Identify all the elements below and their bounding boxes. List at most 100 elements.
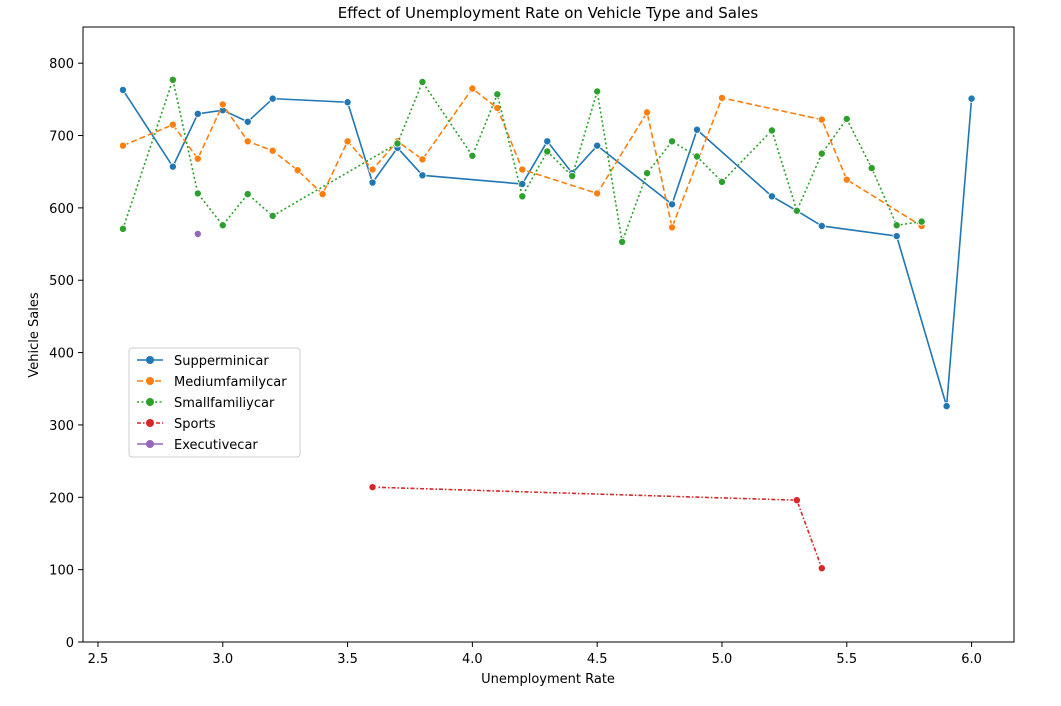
data-point xyxy=(168,162,177,171)
legend-box xyxy=(128,347,301,458)
y-tick-label: 300 xyxy=(49,419,74,434)
data-point xyxy=(368,178,377,187)
data-point xyxy=(418,155,427,164)
data-point xyxy=(792,206,801,215)
data-point xyxy=(393,139,402,148)
data-point xyxy=(193,229,202,238)
data-point xyxy=(118,224,127,233)
data-point xyxy=(967,94,976,103)
legend-label: Mediumfamilycar xyxy=(174,375,287,390)
chart-title: Effect of Unemployment Rate on Vehicle T… xyxy=(338,4,759,22)
legend-marker xyxy=(146,356,154,364)
series-layer xyxy=(118,75,976,573)
data-point xyxy=(343,98,352,107)
data-point xyxy=(418,77,427,86)
data-point xyxy=(892,221,901,230)
legend-marker xyxy=(146,398,154,406)
x-tick-label: 5.0 xyxy=(712,652,733,667)
data-point xyxy=(668,200,677,209)
data-point xyxy=(343,137,352,146)
data-point xyxy=(817,149,826,158)
data-point xyxy=(268,211,277,220)
x-axis: 2.5 3.0 3.5 4.0 4.5 5.0 5.5 6.0 xyxy=(88,642,982,667)
plot-area xyxy=(82,26,1015,643)
data-point xyxy=(568,172,577,181)
series-line xyxy=(122,87,923,231)
data-point xyxy=(593,141,602,150)
y-tick-label: 400 xyxy=(49,347,74,362)
y-tick-label: 800 xyxy=(49,57,74,72)
y-axis-label: Vehicle Sales xyxy=(27,292,42,377)
legend-marker xyxy=(146,377,154,385)
data-point xyxy=(518,165,527,174)
data-point xyxy=(318,190,327,199)
data-point xyxy=(717,93,726,102)
data-point xyxy=(767,192,776,201)
x-tick-label: 4.0 xyxy=(462,652,483,667)
data-point xyxy=(693,125,702,134)
data-point xyxy=(842,114,851,123)
series-executivecar xyxy=(193,229,202,238)
data-point xyxy=(668,137,677,146)
legend-label: Sports xyxy=(174,417,216,432)
y-tick-label: 700 xyxy=(49,130,74,145)
data-point xyxy=(268,146,277,155)
data-point xyxy=(243,137,252,146)
data-point xyxy=(468,84,477,93)
x-axis-label: Unemployment Rate xyxy=(481,672,615,687)
data-point xyxy=(243,190,252,199)
data-point xyxy=(817,564,826,573)
x-tick-label: 4.5 xyxy=(587,652,608,667)
data-point xyxy=(668,223,677,232)
data-point xyxy=(643,108,652,117)
data-point xyxy=(168,75,177,84)
y-tick-label: 100 xyxy=(49,564,74,579)
x-tick-label: 3.5 xyxy=(337,652,358,667)
data-point xyxy=(368,165,377,174)
data-point xyxy=(942,402,951,411)
data-point xyxy=(193,189,202,198)
data-point xyxy=(118,141,127,150)
data-point xyxy=(842,175,851,184)
data-point xyxy=(543,147,552,156)
y-axis: 0 100 200 300 400 500 600 700 800 xyxy=(49,57,83,651)
data-point xyxy=(268,94,277,103)
data-point xyxy=(543,137,552,146)
data-point xyxy=(493,104,502,113)
data-point xyxy=(243,117,252,126)
legend-item: Smallfamiliycar xyxy=(137,396,275,411)
legend-marker xyxy=(146,440,154,448)
x-tick-label: 5.5 xyxy=(836,652,857,667)
y-tick-label: 600 xyxy=(49,202,74,217)
legend-label: Supperminicar xyxy=(174,354,269,369)
x-tick-label: 3.0 xyxy=(212,652,233,667)
legend: Supperminicar Mediumfamilycar Smallfamiliy… xyxy=(128,347,301,458)
series-smallfamiliycar xyxy=(118,75,926,246)
y-tick-label: 500 xyxy=(49,274,74,289)
data-point xyxy=(493,90,502,99)
data-point xyxy=(693,152,702,161)
data-point xyxy=(118,85,127,94)
data-point xyxy=(293,166,302,175)
legend-item: Mediumfamilycar xyxy=(137,375,287,390)
legend-marker xyxy=(146,419,154,427)
data-point xyxy=(917,217,926,226)
data-point xyxy=(518,192,527,201)
legend-label: Smallfamiliycar xyxy=(174,396,275,411)
data-point xyxy=(218,221,227,230)
data-point xyxy=(817,115,826,124)
data-point xyxy=(767,126,776,135)
data-point xyxy=(168,120,177,129)
x-tick-label: 2.5 xyxy=(88,652,109,667)
series-line xyxy=(122,76,922,246)
x-tick-label: 6.0 xyxy=(961,652,982,667)
data-point xyxy=(867,164,876,173)
legend-item: Executivecar xyxy=(137,438,258,453)
data-point xyxy=(368,483,377,492)
data-point xyxy=(193,154,202,163)
series-sports xyxy=(368,483,826,573)
data-point xyxy=(618,237,627,246)
legend-item: Sports xyxy=(137,417,216,432)
